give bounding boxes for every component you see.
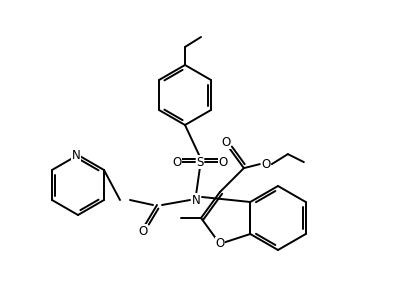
- Text: N: N: [71, 148, 80, 161]
- Text: O: O: [138, 225, 148, 237]
- Text: O: O: [218, 156, 228, 168]
- Text: N: N: [192, 193, 200, 206]
- Text: O: O: [261, 158, 271, 171]
- Text: O: O: [221, 136, 230, 149]
- Text: O: O: [172, 156, 182, 168]
- Text: O: O: [215, 237, 224, 250]
- Text: S: S: [196, 156, 204, 168]
